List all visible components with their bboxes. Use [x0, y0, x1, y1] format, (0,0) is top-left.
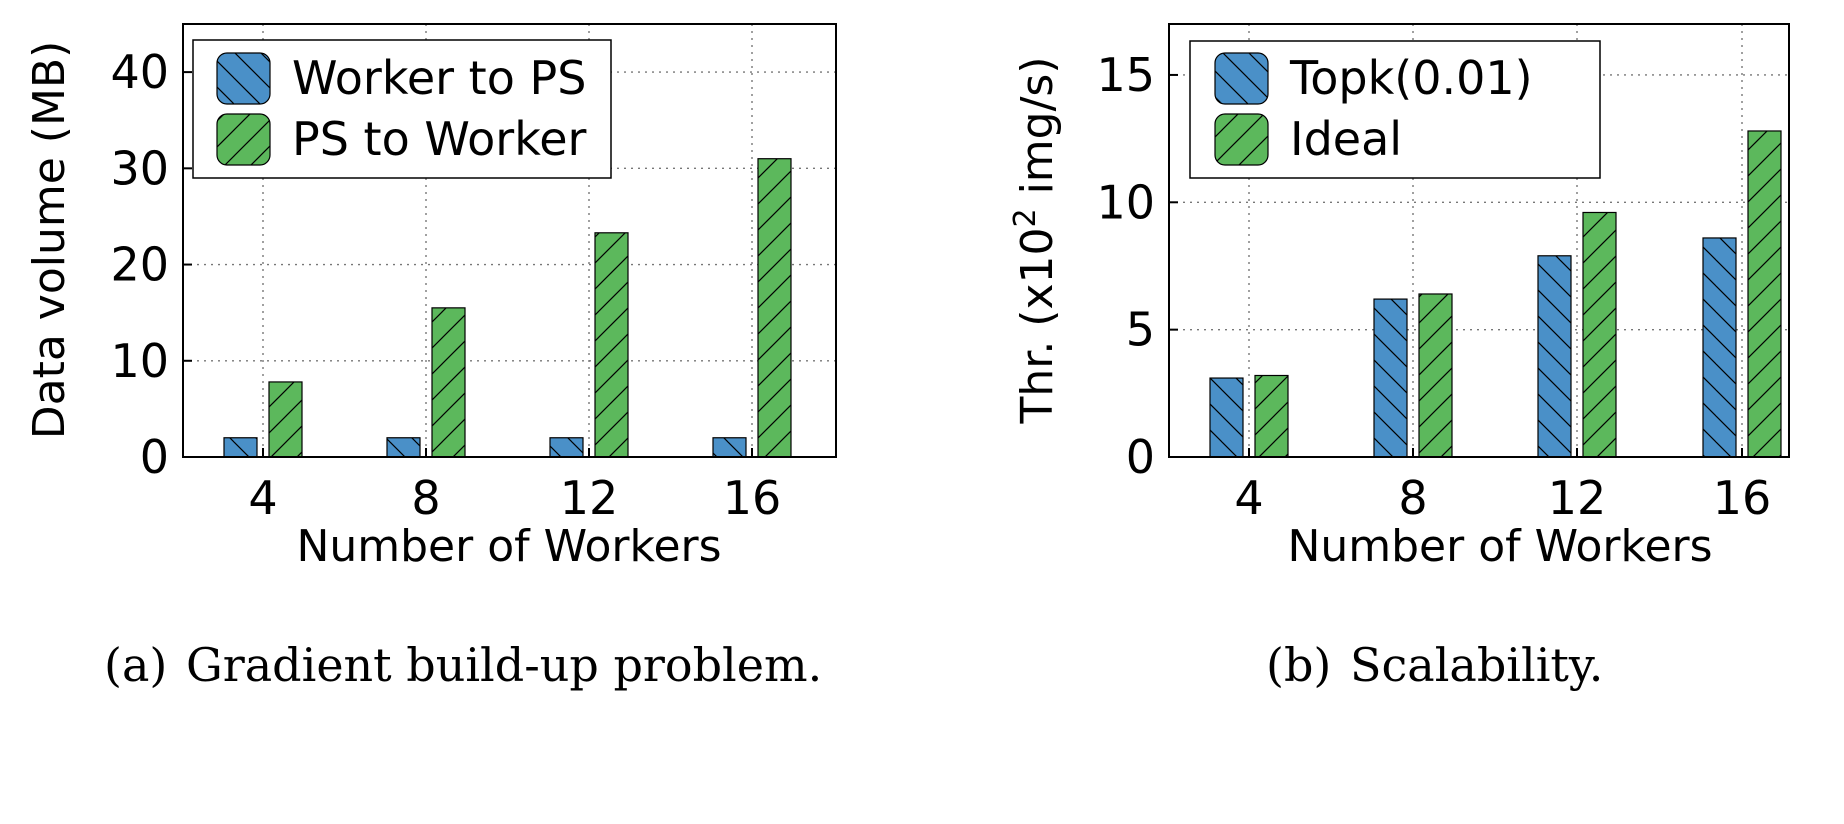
- chart-a-xticks: 4 8 12 16: [248, 448, 781, 525]
- chart-a-bar-s2-8: [431, 307, 466, 458]
- chart-a-caption-tag: (a): [104, 638, 167, 692]
- chart-a-bar-hatch-s1-3: [713, 437, 746, 457]
- chart-a-bar-s1-8: [386, 437, 421, 458]
- chart-b-plot-frame: [1168, 23, 1790, 458]
- chart-a-bar-s1-4: [223, 437, 258, 458]
- chart-a-yticks: 0 10 20 30 40: [110, 45, 192, 484]
- chart-a-bar-hatch-s1-2: [550, 437, 583, 457]
- chart-b-ylabel-prefix: Thr. (x10: [1012, 228, 1063, 425]
- chart-b-legend-swatch-1-hatch: [1215, 53, 1268, 104]
- chart-a-bar-s2-16: [757, 158, 792, 458]
- chart-a-legend-item-1: Worker to PS: [216, 51, 586, 105]
- chart-b-xtick-label-0: 4: [1234, 471, 1263, 525]
- chart-b-bar-s2-16: [1747, 130, 1782, 458]
- chart-b-bar-hatch-s1-0: [1210, 378, 1243, 457]
- chart-b-bar-hatch-s2-1: [1419, 293, 1452, 457]
- chart-b-ytick-label-1: 5: [1126, 303, 1155, 357]
- chart-b-caption-tag: (b): [1266, 638, 1331, 692]
- chart-b-bar-hatch-s1-3: [1703, 237, 1736, 457]
- chart-a-caption: Gradient build-up problem.: [186, 638, 822, 692]
- chart-a-bar-s2-12: [594, 232, 629, 458]
- chart-b-bar-hatch-s1-1: [1374, 299, 1407, 457]
- chart-b-xtick-label-1: 8: [1398, 471, 1427, 525]
- chart-b-xlabel: Number of Workers: [1287, 521, 1712, 572]
- chart-a-plot-frame: [182, 23, 837, 458]
- chart-b-xtick-label-2: 12: [1548, 471, 1607, 525]
- chart-a-xtick-label-2: 12: [560, 471, 619, 525]
- chart-b-ytick-label-3: 15: [1096, 48, 1155, 102]
- chart-a-bar-hatch-s1-1: [387, 437, 420, 457]
- chart-b-bar-s1-16: [1702, 237, 1737, 458]
- chart-b-ytick-label-0: 0: [1126, 430, 1155, 484]
- chart-a-bar-s1-12: [549, 437, 584, 458]
- chart-a-legend: Worker to PS PS to Worker: [192, 39, 612, 179]
- chart-a-ytick-label-0: 0: [140, 430, 169, 484]
- chart-a-bar-hatch-s1-0: [224, 437, 257, 457]
- chart-b-bar-hatch-s2-3: [1748, 130, 1781, 457]
- chart-a-bar-s2-4: [268, 381, 303, 458]
- chart-b-legend: Topk(0.01) Ideal: [1189, 40, 1601, 179]
- chart-b-bar-s1-12: [1537, 255, 1572, 458]
- chart-a-bars: [223, 158, 792, 458]
- chart-a-bar-hatch-s2-0: [269, 381, 302, 457]
- chart-b-bars: [1209, 130, 1782, 458]
- chart-b-xticks: 4 8 12 16: [1234, 448, 1771, 525]
- chart-b-bar-s1-4: [1209, 377, 1244, 458]
- chart-a-bar-hatch-s2-2: [595, 232, 628, 457]
- chart-a-ylabel: Data volume (MB): [24, 41, 75, 440]
- chart-a-ytick-label-4: 40: [110, 45, 169, 99]
- chart-a-bar-s1-16: [712, 437, 747, 458]
- chart-b-bar-hatch-s2-0: [1255, 375, 1288, 457]
- chart-a-xlabel: Number of Workers: [296, 521, 721, 572]
- chart-a-bar-hatch-s2-1: [432, 307, 465, 457]
- chart-a-ytick-label-1: 10: [110, 334, 169, 388]
- chart-b-ylabel: Thr. (x102 img/s): [1008, 57, 1064, 425]
- chart-b-bar-hatch-s1-2: [1538, 255, 1571, 457]
- chart-a-legend-label-2: PS to Worker: [292, 112, 587, 166]
- chart-a-legend-label-1: Worker to PS: [292, 51, 586, 105]
- chart-a-xtick-label-3: 16: [723, 471, 782, 525]
- chart-a-legend-item-2: PS to Worker: [216, 112, 587, 166]
- chart-a-xtick-label-1: 8: [411, 471, 440, 525]
- chart-b-ylabel-suffix: img/s): [1012, 57, 1063, 209]
- chart-b-ytick-label-2: 10: [1096, 175, 1155, 229]
- chart-b: 0 5 10 15 4 8 12 16 Number of Workers Thr. (x1…: [1008, 23, 1790, 692]
- chart-b-bar-hatch-s2-2: [1583, 212, 1616, 457]
- chart-b-legend-item-2: Ideal: [1214, 112, 1402, 166]
- chart-b-bar-s2-12: [1582, 211, 1617, 458]
- chart-b-legend-label-2: Ideal: [1290, 112, 1402, 166]
- chart-a-xtick-label-0: 4: [248, 471, 277, 525]
- chart-b-bar-s1-8: [1373, 298, 1408, 458]
- chart-a-legend-swatch-1-hatch: [217, 53, 270, 104]
- chart-a-ytick-label-3: 30: [110, 141, 169, 195]
- chart-a: 0 10 20 30 40 4 8 12 16 Number of Workers Data …: [24, 23, 837, 692]
- chart-b-ylabel-sup: 2: [1008, 208, 1043, 227]
- chart-b-legend-item-1: Topk(0.01): [1214, 51, 1533, 105]
- chart-a-ytick-label-2: 20: [110, 238, 169, 292]
- chart-a-legend-swatch-2-hatch: [217, 114, 270, 165]
- chart-b-yticks: 0 5 10 15: [1096, 48, 1178, 484]
- chart-b-bar-s2-4: [1254, 374, 1289, 458]
- chart-b-xtick-label-3: 16: [1713, 471, 1772, 525]
- chart-b-caption: Scalability.: [1350, 638, 1603, 692]
- chart-b-legend-label-1: Topk(0.01): [1289, 51, 1533, 105]
- chart-b-bar-s2-8: [1418, 293, 1453, 458]
- chart-b-legend-swatch-2-hatch: [1215, 114, 1268, 165]
- chart-a-bar-hatch-s2-3: [758, 158, 791, 457]
